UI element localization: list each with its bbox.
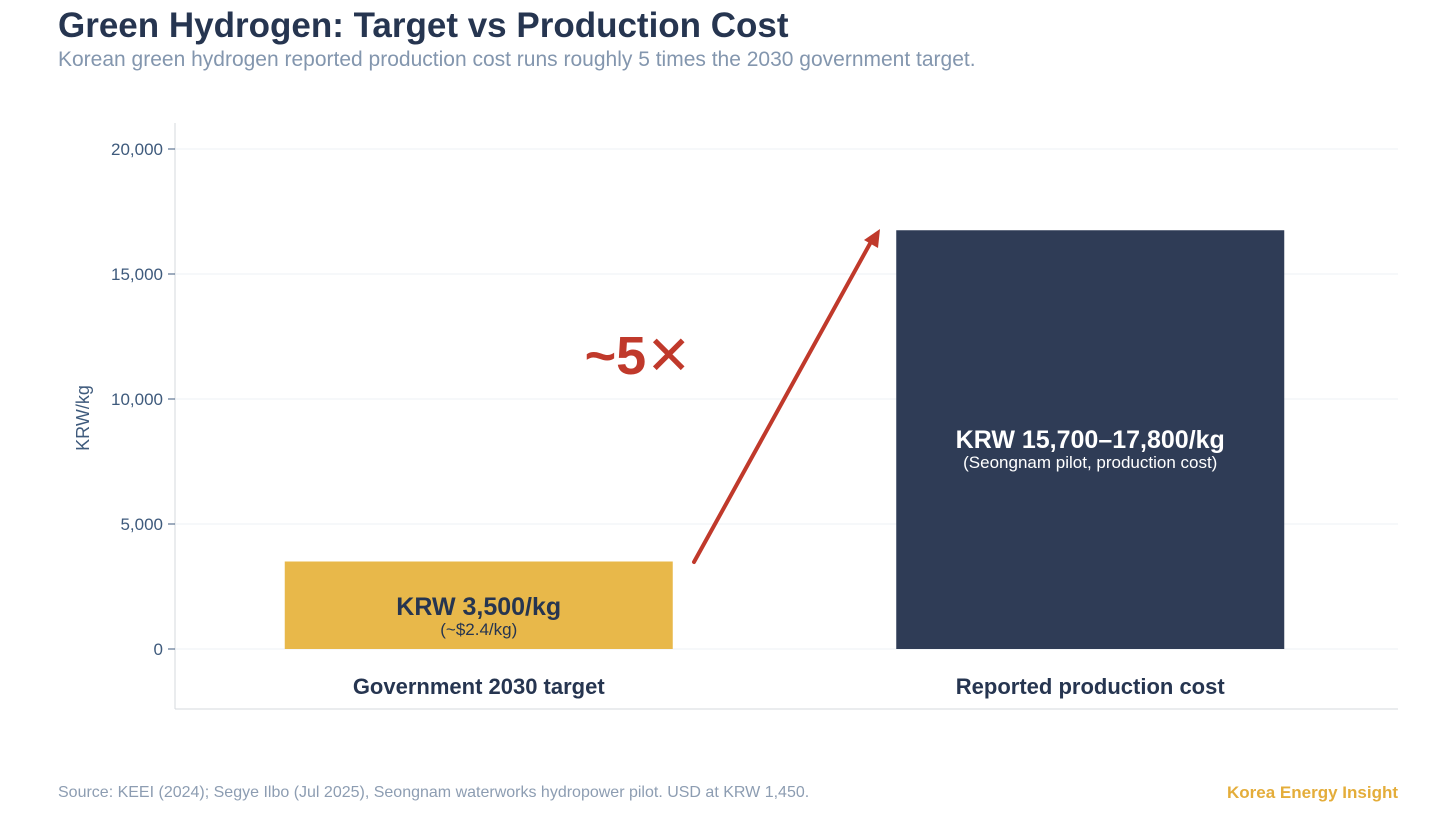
bar-sub-label: (Seongnam pilot, production cost) — [963, 453, 1217, 472]
bar-value-label: KRW 3,500/kg — [396, 593, 561, 621]
y-tick-label: 20,000 — [111, 140, 163, 159]
y-tick-label: 5,000 — [120, 515, 163, 534]
bar-target — [284, 561, 673, 649]
multiplier-label: ~5✕ — [585, 326, 692, 386]
y-axis-label: KRW/kg — [73, 385, 93, 451]
source-note: Source: KEEI (2024); Segye Ilbo (Jul 202… — [58, 784, 810, 801]
y-tick-label: 10,000 — [111, 390, 163, 409]
bar-sub-label: (~$2.4/kg) — [440, 620, 517, 639]
chart-title: Green Hydrogen: Target vs Production Cos… — [58, 6, 789, 45]
category-labels: Government 2030 target Reported productio… — [353, 674, 1226, 699]
bar-labels: KRW 3,500/kg(~$2.4/kg) KRW 15,700–17,800/… — [396, 426, 1225, 639]
bar-production-cost — [896, 230, 1285, 649]
bars — [284, 230, 1285, 649]
y-tick-label: 15,000 — [111, 265, 163, 284]
multiplier-arrow — [692, 238, 874, 564]
category-label: Government 2030 target — [353, 674, 606, 699]
multiplier-arrowhead — [864, 229, 880, 248]
chart-subtitle: Korean green hydrogen reported productio… — [58, 48, 976, 71]
brand-label: Korea Energy Insight — [1227, 783, 1398, 802]
y-ticks: 0 5,000 10,000 15,000 20,000 — [111, 140, 175, 659]
multiplier-annotation: ~5✕ — [585, 229, 880, 564]
category-label: Reported production cost — [956, 674, 1226, 699]
bar-value-label: KRW 15,700–17,800/kg — [956, 426, 1225, 454]
y-tick-label: 0 — [154, 640, 163, 659]
